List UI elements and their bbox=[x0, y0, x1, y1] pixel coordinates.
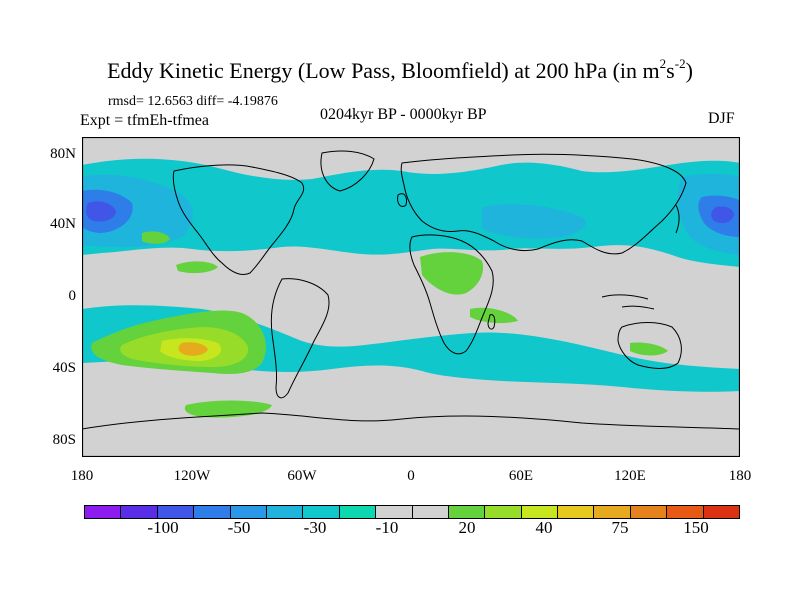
south-america-coast bbox=[270, 278, 330, 399]
colorbar-segment bbox=[266, 506, 304, 518]
madagascar-coast bbox=[487, 314, 496, 330]
chart-title: Eddy Kinetic Energy (Low Pass, Bloomfiel… bbox=[107, 56, 693, 83]
africa-coast bbox=[409, 234, 494, 355]
eurasia-coast bbox=[400, 153, 687, 255]
nh-darker-east bbox=[711, 206, 734, 223]
lat-label-0: 0 bbox=[68, 288, 77, 304]
eke-map bbox=[82, 137, 740, 457]
colorbar-segment bbox=[667, 506, 704, 518]
colorbar-segment bbox=[230, 506, 267, 518]
colorbar-label: -30 bbox=[303, 518, 327, 537]
colorbar-segment bbox=[121, 506, 158, 518]
lat-label-80s: 80S bbox=[52, 432, 76, 448]
colorbar-segment bbox=[521, 506, 559, 518]
lon-label-180w: 180 bbox=[70, 468, 94, 484]
colorbar-segment bbox=[303, 506, 340, 518]
colorbar-segment bbox=[448, 506, 486, 518]
indonesia-coast bbox=[601, 294, 655, 310]
lon-label-180e: 180 bbox=[728, 468, 752, 484]
coastlines bbox=[82, 150, 740, 430]
colorbar-segment bbox=[194, 506, 231, 518]
colorbar-segment bbox=[703, 506, 740, 518]
nh-core-mid bbox=[482, 204, 586, 239]
colorbar-label: -50 bbox=[227, 518, 251, 537]
lon-label-60e: 60E bbox=[508, 468, 534, 484]
season-label: DJF bbox=[708, 110, 735, 127]
uk-coast bbox=[397, 193, 407, 208]
colorbar-label: 75 bbox=[611, 518, 629, 537]
colorbar-segment bbox=[412, 506, 449, 518]
australia-coast bbox=[617, 322, 682, 369]
colorbar-label: 40 bbox=[535, 518, 553, 537]
africa-pos-1 bbox=[420, 252, 484, 295]
colorbar-segment bbox=[376, 506, 413, 518]
japan-coast bbox=[675, 204, 680, 234]
colorbar-segment bbox=[594, 506, 631, 518]
colorbar-segment bbox=[157, 506, 195, 518]
colorbar-segment bbox=[485, 506, 522, 518]
period-label: 0204kyr BP - 0000kyr BP bbox=[320, 106, 487, 123]
map-frame bbox=[82, 137, 740, 457]
lat-label-80n: 80N bbox=[50, 146, 76, 162]
lat-label-40s: 40S bbox=[52, 360, 76, 376]
experiment-label: Expt = tfmEh-tfmea bbox=[80, 112, 209, 129]
colorbar-label: 20 bbox=[458, 518, 476, 537]
antarctic-pos bbox=[184, 400, 272, 418]
lon-label-0: 0 bbox=[407, 468, 415, 484]
africa-pos-2 bbox=[470, 307, 518, 324]
stats-label: rmsd= 12.6563 diff= -4.19876 bbox=[108, 94, 278, 109]
colorbar-label: -100 bbox=[147, 518, 179, 537]
lon-label-60w: 60W bbox=[287, 468, 317, 484]
lon-label-120w: 120W bbox=[173, 468, 211, 484]
colorbar bbox=[84, 505, 740, 519]
lon-label-120e: 120E bbox=[614, 468, 646, 484]
colorbar-segment bbox=[85, 506, 122, 518]
north-america-coast bbox=[172, 164, 305, 276]
greenland-coast bbox=[320, 150, 375, 192]
sp-pos-peak bbox=[178, 342, 208, 356]
indian-pos bbox=[630, 342, 668, 356]
colorbar-segment bbox=[339, 506, 377, 518]
nh-pos-blob-2 bbox=[176, 261, 218, 274]
colorbar-label: 150 bbox=[683, 518, 709, 537]
nh-darker-west bbox=[86, 201, 116, 222]
colorbar-segment bbox=[630, 506, 668, 518]
nh-pos-blob-1 bbox=[142, 231, 170, 244]
lat-label-40n: 40N bbox=[50, 216, 76, 232]
colorbar-segment bbox=[558, 506, 595, 518]
antarctica-coast bbox=[82, 412, 740, 430]
colorbar-label: -10 bbox=[375, 518, 399, 537]
